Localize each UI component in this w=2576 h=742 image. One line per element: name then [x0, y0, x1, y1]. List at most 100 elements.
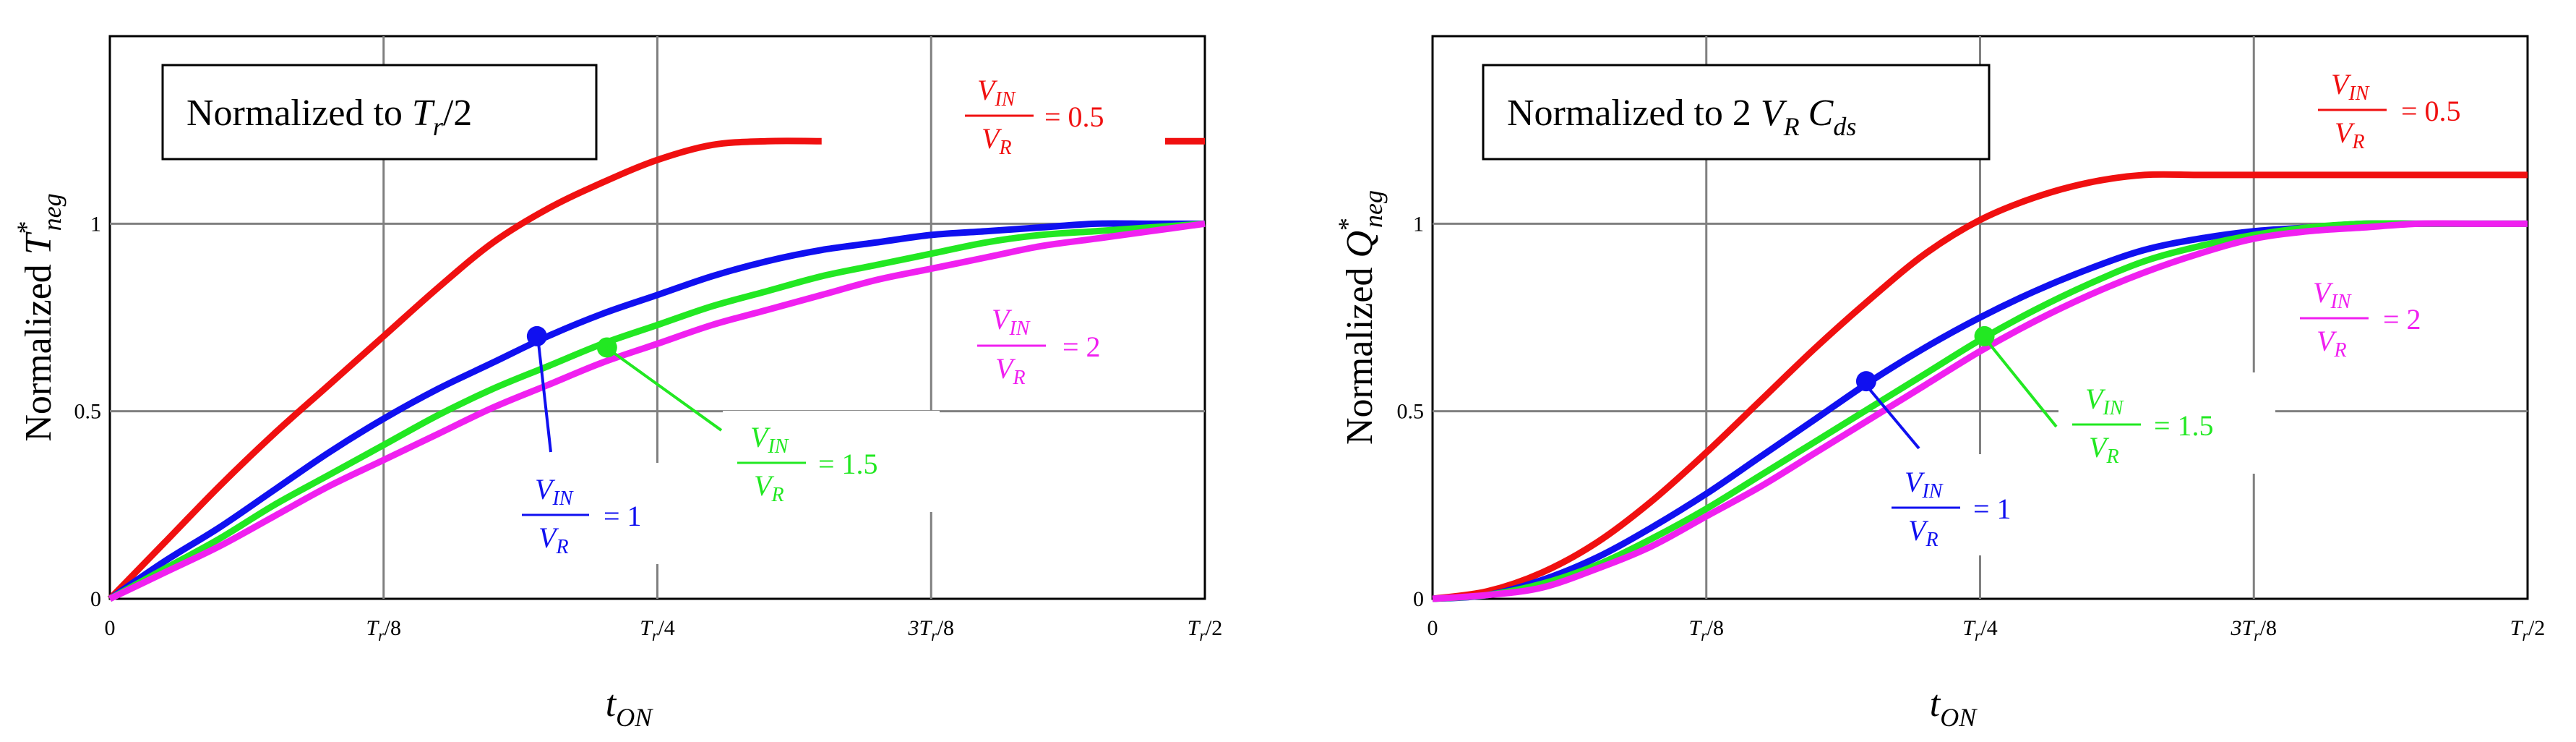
- right-y-axis-label: Normalized Q*neg: [1333, 190, 1388, 445]
- left-chart: 0 Tr/8 Tr/4 3Tr/8 Tr/2 0 0.5 1 Normalized to Tr…: [12, 35, 1223, 732]
- right-xlabel-sub: ON: [1940, 703, 1978, 732]
- left-ann-2-num: VIN: [992, 303, 1031, 340]
- left-annotation-0.5: VIN VR = 0.5: [948, 64, 1165, 159]
- right-marker-1.5: [1974, 325, 1995, 346]
- right-title-box-frame: [1482, 64, 1991, 161]
- left-ann-1-value: = 1: [604, 500, 642, 532]
- right-series: [1432, 171, 2528, 602]
- left-series: [107, 137, 1206, 602]
- left-title-sub: r: [433, 112, 444, 141]
- right-ann-1.5-den: VR: [2089, 431, 2119, 468]
- right-title-text: Normalized to 2 VR Cds: [1507, 93, 1856, 141]
- right-chart: 0 Tr/8 Tr/4 3Tr/8 Tr/2 0 0.5 1 Normalized to 2 …: [1333, 35, 2546, 732]
- left-series-line-0.5-seg0: [107, 137, 822, 602]
- right-title-var: V: [1761, 93, 1787, 134]
- left-annotation-2: VIN VR = 2: [961, 293, 1156, 394]
- right-ann-2-den: VR: [2317, 325, 2347, 362]
- right-x-axis-label: tON: [1930, 683, 1978, 732]
- right-ylabel-sup: *: [1333, 218, 1362, 231]
- left-x-tick-label: Tr/2: [1188, 616, 1223, 644]
- right-ylabel-sub: neg: [1359, 190, 1388, 228]
- right-title-prefix: Normalized to 2: [1507, 93, 1761, 134]
- right-series-line-2: [1432, 220, 2528, 602]
- right-x-tick-label: Tr/4: [1962, 616, 1998, 644]
- left-title-suffix: /2: [443, 93, 472, 134]
- right-ann-1-leader: [1862, 380, 1920, 450]
- left-annotation-1-bg: [510, 463, 676, 564]
- left-ann-1-den: VR: [538, 521, 569, 558]
- left-x-tick-label: 0: [105, 616, 116, 640]
- left-title-box-frame: [161, 64, 598, 161]
- left-title-text: Normalized to Tr/2: [186, 93, 472, 141]
- left-ann-0.5-den: VR: [982, 122, 1012, 159]
- right-series-line-0.5: [1432, 171, 2528, 602]
- left-y-tick-label: 1: [90, 212, 101, 236]
- right-ann-0.5-num: VIN: [2331, 68, 2370, 105]
- right-ann-1.5-num: VIN: [2085, 383, 2124, 419]
- left-annotation-0.5-bg: [948, 64, 1165, 158]
- right-ann-2-value: = 2: [2383, 303, 2421, 336]
- left-y-tick-label: 0.5: [74, 400, 102, 424]
- left-series-line-1.5: [108, 220, 1206, 602]
- left-ann-1-leader: [536, 336, 552, 453]
- left-ylabel-prefix: Normalized: [18, 255, 59, 441]
- right-ylabel-prefix: Normalized: [1339, 258, 1381, 445]
- right-annotation-1.5: VIN VR = 1.5: [1985, 338, 2275, 474]
- right-series-line-1.5: [1432, 220, 2528, 602]
- left-series-line-1: [108, 220, 1205, 602]
- left-series-line-2: [108, 220, 1206, 602]
- left-marker-1: [526, 325, 547, 346]
- left-annotation-1: VIN VR = 1: [510, 336, 676, 564]
- right-title-sub2: ds: [1833, 112, 1856, 141]
- left-ann-1.5-den: VR: [754, 469, 784, 506]
- right-annotation-2: VIN VR = 2: [2277, 264, 2472, 365]
- left-ylabel-sup: *: [12, 221, 40, 234]
- left-ann-1-num: VIN: [535, 473, 574, 510]
- left-title-box: Normalized to Tr/2: [161, 64, 598, 161]
- right-annotation-1.5-bg: [2058, 372, 2275, 474]
- right-y-tick-label: 1: [1413, 212, 1424, 236]
- right-annotation-1: VIN VR = 1: [1862, 380, 2045, 555]
- left-ticks: 0 Tr/8 Tr/4 3Tr/8 Tr/2 0 0.5 1: [74, 212, 1223, 644]
- right-marker-1: [1855, 371, 1876, 392]
- right-x-tick-label: 0: [1427, 616, 1438, 640]
- right-x-tick-label: 3Tr/8: [2230, 616, 2277, 644]
- left-xlabel-sub: ON: [616, 703, 653, 732]
- right-ann-1-value: = 1: [1973, 492, 2012, 525]
- right-ann-1.5-value: = 1.5: [2154, 409, 2214, 442]
- right-markers: [1855, 325, 1995, 392]
- left-title-prefix: Normalized to: [186, 93, 412, 134]
- right-ann-2-num: VIN: [2313, 276, 2352, 313]
- left-ylabel-var: T: [18, 231, 59, 255]
- left-ann-2-den: VR: [995, 352, 1026, 389]
- right-xlabel-var: t: [1930, 683, 1941, 725]
- left-xlabel-var: t: [606, 683, 617, 725]
- right-y-tick-label: 0: [1413, 587, 1424, 611]
- left-annotation-1.5-bg: [723, 411, 940, 512]
- right-y-tick-label: 0.5: [1397, 400, 1425, 424]
- right-title-var2: C: [1808, 93, 1834, 134]
- left-ylabel-sub: neg: [38, 193, 66, 231]
- left-ann-2-value: = 2: [1062, 331, 1101, 363]
- left-ann-1.5-value: = 1.5: [818, 448, 878, 480]
- left-x-tick-label: 3Tr/8: [907, 616, 954, 644]
- left-title-var: T: [412, 93, 435, 134]
- left-annotation-1.5: VIN VR = 1.5: [604, 346, 940, 512]
- left-x-tick-label: Tr/4: [640, 616, 675, 644]
- right-x-tick-label: Tr/2: [2510, 616, 2546, 644]
- right-ann-1-den: VR: [1908, 514, 1939, 551]
- left-y-axis-label: Normalized T*neg: [12, 193, 66, 441]
- right-ylabel-var: Q: [1339, 231, 1381, 258]
- right-title-box: Normalized to 2 VR Cds: [1482, 64, 1991, 161]
- right-ann-1.5-leader: [1985, 338, 2058, 428]
- right-x-tick-label: Tr/8: [1688, 616, 1724, 644]
- left-ann-1.5-leader: [604, 346, 723, 432]
- right-ann-0.5-value: = 0.5: [2401, 95, 2461, 127]
- left-annotation-2-bg: [961, 293, 1156, 394]
- right-ann-0.5-den: VR: [2335, 116, 2365, 153]
- left-ann-0.5-value: = 0.5: [1044, 101, 1104, 133]
- right-ann-1-num: VIN: [1905, 466, 1944, 503]
- left-x-tick-label: Tr/8: [366, 616, 401, 644]
- left-y-tick-label: 0: [90, 587, 101, 611]
